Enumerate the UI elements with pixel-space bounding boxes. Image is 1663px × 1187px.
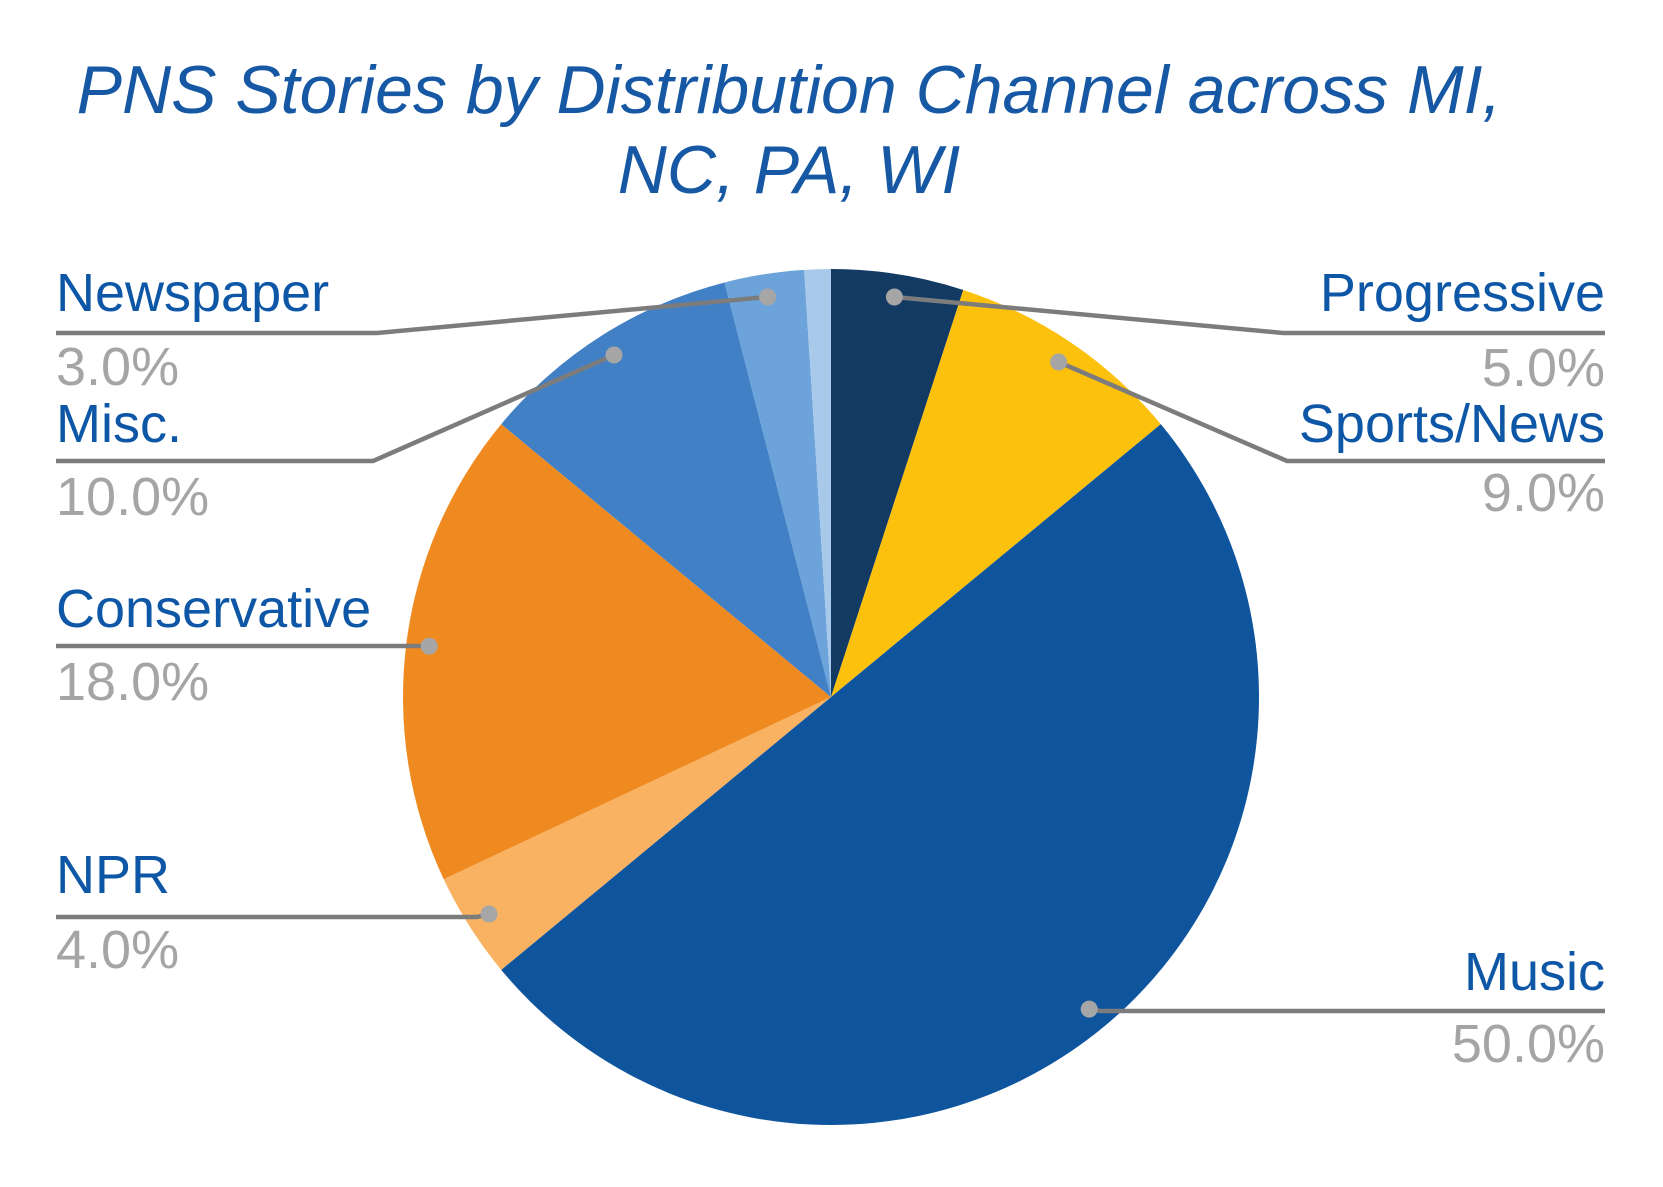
pct-npr: 4.0% [56, 920, 180, 980]
pct-progressive: 5.0% [1481, 338, 1605, 398]
pct-misc: 10.0% [56, 467, 210, 527]
pct-newspaper: 3.0% [56, 337, 180, 397]
pie-slice-unlabeled [804, 269, 831, 697]
leader-line-misc [56, 352, 615, 464]
pie-slice-progressive [831, 269, 964, 697]
leader-line-npr [56, 911, 490, 920]
label-npr: NPR [56, 845, 171, 905]
pie-slice-sports-news [831, 289, 1161, 697]
label-newspaper: Newspaper [56, 263, 330, 323]
chart-title-line-1: PNS Stories by Distribution Channel acro… [76, 52, 1502, 128]
leader-line-music [1088, 1006, 1605, 1014]
pct-music: 50.0% [1451, 1014, 1605, 1074]
label-sports-news: Sports/News [1298, 394, 1605, 454]
leader-dot-sports-news [1050, 353, 1068, 371]
leader-dot-music [1080, 1000, 1098, 1018]
label-music: Music [1463, 942, 1605, 1002]
leader-line-newspaper [56, 294, 768, 336]
leader-dot-npr [480, 905, 498, 923]
chart-title-line-2: NC, PA, WI [617, 132, 961, 208]
pie-slice-music [501, 424, 1260, 1126]
pie-slice-misc [501, 282, 831, 697]
label-conservative: Conservative [56, 579, 372, 639]
pct-sports-news: 9.0% [1481, 463, 1605, 523]
leader-dot-newspaper [759, 288, 777, 306]
leader-dot-conservative [420, 637, 438, 655]
pie-slice-npr [443, 697, 831, 970]
pie-slice-conservative [402, 424, 831, 880]
leader-line-sports-news [1057, 359, 1605, 464]
pct-conservative: 18.0% [56, 652, 210, 712]
leader-line-progressive [894, 294, 1605, 336]
leader-dot-progressive [885, 288, 903, 306]
label-progressive: Progressive [1319, 263, 1605, 323]
chart-title: PNS Stories by Distribution Channel acro… [0, 50, 1578, 210]
pie-slice-newspaper [724, 269, 831, 697]
label-misc: Misc. [56, 394, 182, 454]
leader-dot-misc [605, 346, 623, 364]
